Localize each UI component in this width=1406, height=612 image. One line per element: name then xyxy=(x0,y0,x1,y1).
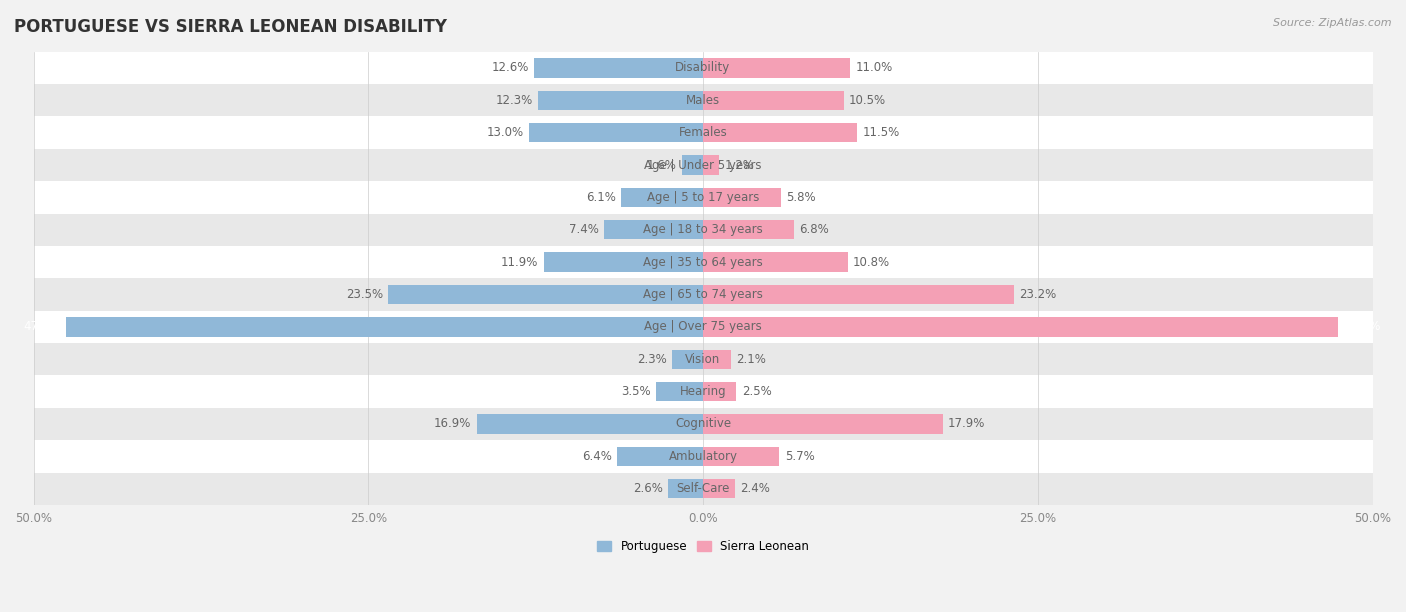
Text: Ambulatory: Ambulatory xyxy=(668,450,738,463)
Bar xyxy=(34,343,1372,375)
Text: 1.2%: 1.2% xyxy=(724,159,754,171)
Bar xyxy=(703,188,780,207)
Text: 10.5%: 10.5% xyxy=(849,94,886,106)
Bar xyxy=(703,349,731,369)
Text: Age | Under 5 years: Age | Under 5 years xyxy=(644,159,762,171)
Bar xyxy=(621,188,703,207)
Bar xyxy=(34,149,1372,181)
Text: 13.0%: 13.0% xyxy=(486,126,523,139)
Text: 2.6%: 2.6% xyxy=(633,482,662,495)
Text: 12.6%: 12.6% xyxy=(492,61,529,75)
Text: Self-Care: Self-Care xyxy=(676,482,730,495)
Text: 11.0%: 11.0% xyxy=(856,61,893,75)
Bar xyxy=(477,414,703,434)
Text: PORTUGUESE VS SIERRA LEONEAN DISABILITY: PORTUGUESE VS SIERRA LEONEAN DISABILITY xyxy=(14,18,447,36)
Text: 23.5%: 23.5% xyxy=(346,288,382,301)
Bar xyxy=(34,440,1372,472)
Bar xyxy=(703,155,718,175)
Bar xyxy=(34,311,1372,343)
Bar xyxy=(605,220,703,239)
Bar xyxy=(703,317,1337,337)
Bar xyxy=(703,285,1014,304)
Text: 2.4%: 2.4% xyxy=(741,482,770,495)
Text: 6.1%: 6.1% xyxy=(586,191,616,204)
Bar xyxy=(703,414,942,434)
Text: 7.4%: 7.4% xyxy=(568,223,599,236)
Bar xyxy=(703,123,858,143)
Bar xyxy=(34,84,1372,116)
Text: 10.8%: 10.8% xyxy=(853,256,890,269)
Bar xyxy=(703,447,779,466)
Bar xyxy=(66,317,703,337)
Bar xyxy=(34,181,1372,214)
Text: 47.4%: 47.4% xyxy=(1343,320,1381,334)
Bar xyxy=(544,252,703,272)
Text: Source: ZipAtlas.com: Source: ZipAtlas.com xyxy=(1274,18,1392,28)
Bar xyxy=(34,278,1372,311)
Text: 11.5%: 11.5% xyxy=(862,126,900,139)
Text: 6.4%: 6.4% xyxy=(582,450,612,463)
Bar xyxy=(703,382,737,401)
Text: 23.2%: 23.2% xyxy=(1019,288,1056,301)
Bar xyxy=(534,58,703,78)
Text: Cognitive: Cognitive xyxy=(675,417,731,430)
Text: Age | 35 to 64 years: Age | 35 to 64 years xyxy=(643,256,763,269)
Legend: Portuguese, Sierra Leonean: Portuguese, Sierra Leonean xyxy=(592,536,814,558)
Bar xyxy=(388,285,703,304)
Text: Age | 18 to 34 years: Age | 18 to 34 years xyxy=(643,223,763,236)
Text: 5.8%: 5.8% xyxy=(786,191,815,204)
Bar xyxy=(617,447,703,466)
Text: Males: Males xyxy=(686,94,720,106)
Bar xyxy=(34,472,1372,505)
Text: Vision: Vision xyxy=(685,353,721,366)
Bar xyxy=(682,155,703,175)
Text: 6.8%: 6.8% xyxy=(800,223,830,236)
Bar xyxy=(34,408,1372,440)
Bar xyxy=(538,91,703,110)
Bar xyxy=(672,349,703,369)
Text: 2.3%: 2.3% xyxy=(637,353,666,366)
Bar xyxy=(703,58,851,78)
Text: Age | 5 to 17 years: Age | 5 to 17 years xyxy=(647,191,759,204)
Text: 17.9%: 17.9% xyxy=(948,417,986,430)
Text: 5.7%: 5.7% xyxy=(785,450,814,463)
Text: 1.6%: 1.6% xyxy=(647,159,676,171)
Bar xyxy=(34,116,1372,149)
Bar xyxy=(34,246,1372,278)
Bar xyxy=(34,214,1372,246)
Text: 11.9%: 11.9% xyxy=(501,256,538,269)
Text: 16.9%: 16.9% xyxy=(434,417,471,430)
Text: 12.3%: 12.3% xyxy=(496,94,533,106)
Text: Disability: Disability xyxy=(675,61,731,75)
Bar xyxy=(703,252,848,272)
Bar xyxy=(703,220,794,239)
Bar xyxy=(703,479,735,498)
Bar xyxy=(668,479,703,498)
Bar xyxy=(34,52,1372,84)
Bar xyxy=(34,375,1372,408)
Text: 47.6%: 47.6% xyxy=(22,320,60,334)
Text: Hearing: Hearing xyxy=(679,385,727,398)
Text: 2.5%: 2.5% xyxy=(742,385,772,398)
Text: Age | Over 75 years: Age | Over 75 years xyxy=(644,320,762,334)
Text: Females: Females xyxy=(679,126,727,139)
Bar xyxy=(529,123,703,143)
Bar xyxy=(657,382,703,401)
Text: 3.5%: 3.5% xyxy=(621,385,651,398)
Bar xyxy=(703,91,844,110)
Text: Age | 65 to 74 years: Age | 65 to 74 years xyxy=(643,288,763,301)
Text: 2.1%: 2.1% xyxy=(737,353,766,366)
